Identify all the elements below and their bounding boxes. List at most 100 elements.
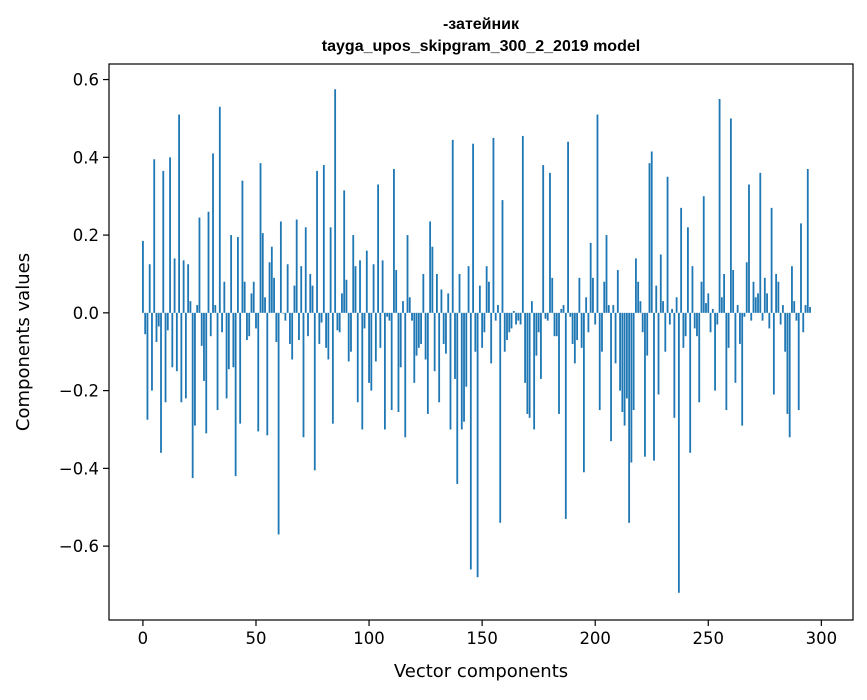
bar	[456, 312, 459, 484]
bar	[754, 297, 757, 313]
bar	[234, 312, 237, 477]
bar	[614, 312, 617, 364]
bar	[171, 312, 174, 368]
bar	[146, 312, 149, 420]
bar	[551, 277, 554, 313]
y-tick-label: −0.6	[59, 537, 99, 556]
bar	[506, 312, 508, 341]
bar	[463, 312, 465, 422]
bar	[682, 312, 685, 348]
bar	[515, 312, 517, 325]
bar	[223, 281, 226, 313]
bar	[752, 281, 755, 313]
bar	[438, 312, 441, 403]
bar	[191, 312, 194, 479]
y-tick-label: 0.0	[73, 304, 99, 323]
bar	[646, 312, 649, 356]
bar	[795, 312, 798, 321]
bar	[266, 312, 269, 436]
bar	[641, 312, 644, 333]
bar	[558, 312, 560, 414]
bar	[662, 301, 664, 313]
bar	[781, 305, 784, 313]
bar	[277, 312, 280, 535]
bar	[460, 312, 463, 430]
bar	[763, 277, 766, 313]
bar	[361, 312, 364, 430]
bar	[164, 312, 167, 403]
bar	[490, 312, 493, 364]
bar	[352, 235, 355, 313]
bar	[680, 207, 683, 313]
bar	[757, 293, 759, 313]
bar	[533, 312, 536, 430]
x-axis-label: Vector components	[394, 661, 568, 682]
bar	[578, 277, 581, 313]
bar	[239, 312, 242, 424]
bar	[648, 163, 651, 313]
bar	[743, 312, 746, 317]
bar	[727, 312, 730, 348]
bar	[698, 312, 701, 403]
bar	[770, 207, 773, 313]
bar	[508, 312, 511, 333]
bar	[714, 312, 716, 391]
bar	[275, 312, 278, 342]
bar	[607, 305, 610, 313]
bar	[535, 312, 538, 356]
bar	[594, 312, 597, 325]
bar	[259, 163, 262, 313]
bar	[619, 312, 621, 391]
bar	[458, 273, 461, 313]
bar	[320, 312, 323, 323]
bar	[549, 172, 551, 313]
bar	[248, 312, 251, 337]
bar	[322, 165, 325, 313]
bar	[689, 312, 692, 453]
bar	[779, 312, 782, 325]
bars-layer	[142, 89, 811, 593]
bar	[334, 89, 337, 313]
bar	[393, 168, 395, 313]
bar	[230, 235, 233, 313]
bar	[673, 312, 676, 418]
bar	[338, 312, 341, 333]
x-tick-label: 200	[579, 629, 611, 648]
bar	[524, 312, 526, 383]
bar	[431, 246, 434, 313]
bar	[343, 190, 346, 313]
bar	[736, 305, 739, 313]
bar	[521, 135, 524, 313]
bar	[184, 312, 187, 399]
bar	[153, 159, 156, 313]
bar	[198, 217, 201, 313]
bar	[411, 312, 413, 321]
bar	[232, 312, 235, 368]
bar	[433, 312, 436, 372]
bar	[802, 312, 805, 333]
bar	[386, 312, 389, 317]
bar	[666, 176, 669, 313]
bar	[212, 153, 214, 313]
bar	[567, 141, 569, 313]
bar	[657, 312, 660, 395]
bar	[388, 312, 391, 321]
bar	[311, 285, 314, 313]
bar	[316, 170, 318, 313]
bar	[282, 312, 285, 314]
bar	[209, 312, 212, 337]
bar	[325, 312, 327, 348]
bar	[580, 312, 583, 348]
bar	[293, 285, 296, 313]
bar	[372, 264, 375, 313]
bar	[417, 312, 420, 348]
bar	[644, 312, 646, 457]
bar	[350, 312, 352, 352]
bar	[637, 281, 640, 313]
bar	[205, 312, 208, 434]
bar	[492, 137, 495, 313]
axes-layer: 0 50 100 150 200 250 300 −0.6 −0.4 −0.2 0.0 0.2 0.4 0…	[59, 63, 854, 648]
bar	[295, 219, 298, 313]
